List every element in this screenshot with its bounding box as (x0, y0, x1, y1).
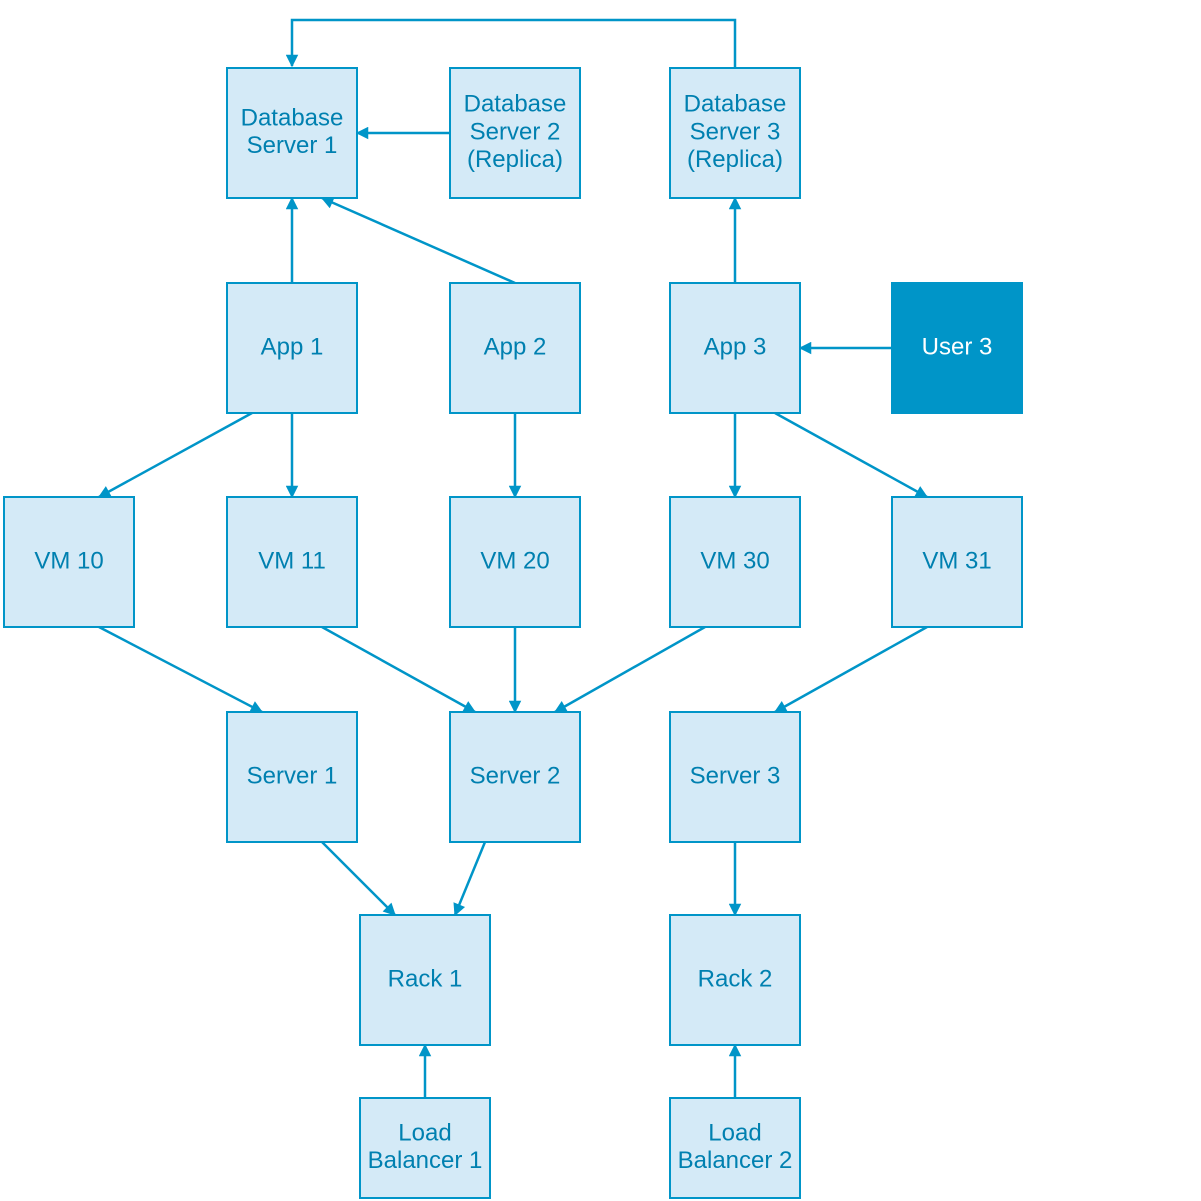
node-label-vm11-0: VM 11 (258, 547, 326, 574)
edge-srv2-rack1 (455, 842, 485, 915)
node-db2: DatabaseServer 2(Replica) (450, 68, 580, 198)
node-rack1: Rack 1 (360, 915, 490, 1045)
edge-vm11-srv2 (322, 627, 475, 712)
node-user3: User 3 (892, 283, 1022, 413)
node-label-lb1-0: Load (398, 1120, 451, 1147)
node-lb2: LoadBalancer 2 (670, 1098, 800, 1198)
node-label-db1-1: Server 1 (247, 132, 338, 159)
node-label-user3-0: User 3 (922, 333, 993, 360)
node-label-lb1-1: Balancer 1 (368, 1147, 483, 1174)
node-label-lb2-1: Balancer 2 (678, 1147, 793, 1174)
node-vm30: VM 30 (670, 497, 800, 627)
edge-app3-vm31 (775, 413, 927, 497)
node-lb1: LoadBalancer 1 (360, 1098, 490, 1198)
node-vm11: VM 11 (227, 497, 357, 627)
edge-srv1-rack1 (322, 842, 395, 915)
edge-vm10-srv1 (99, 627, 262, 712)
node-app2: App 2 (450, 283, 580, 413)
edge-app2-db1 (322, 198, 515, 283)
node-vm31: VM 31 (892, 497, 1022, 627)
node-db3: DatabaseServer 3(Replica) (670, 68, 800, 198)
node-label-app1-0: App 1 (261, 333, 324, 360)
node-label-lb2-0: Load (708, 1120, 761, 1147)
edge-special-db1 (292, 20, 735, 68)
architecture-diagram: DatabaseServer 1DatabaseServer 2(Replica… (0, 0, 1201, 1201)
node-srv2: Server 2 (450, 712, 580, 842)
node-db1: DatabaseServer 1 (227, 68, 357, 198)
node-label-app3-0: App 3 (704, 333, 767, 360)
node-label-rack1-0: Rack 1 (388, 965, 463, 992)
node-app3: App 3 (670, 283, 800, 413)
node-label-db3-1: Server 3 (690, 118, 781, 145)
node-label-vm30-0: VM 30 (700, 547, 769, 574)
node-label-vm31-0: VM 31 (922, 547, 991, 574)
node-label-db3-0: Database (684, 91, 787, 118)
node-label-db2-0: Database (464, 91, 567, 118)
node-label-app2-0: App 2 (484, 333, 547, 360)
node-label-db3-2: (Replica) (687, 146, 783, 173)
node-rack2: Rack 2 (670, 915, 800, 1045)
node-label-db1-0: Database (241, 105, 344, 132)
node-label-srv3-0: Server 3 (690, 762, 781, 789)
node-label-vm20-0: VM 20 (480, 547, 549, 574)
nodes-layer: DatabaseServer 1DatabaseServer 2(Replica… (4, 68, 1022, 1198)
node-label-rack2-0: Rack 2 (698, 965, 773, 992)
edge-app1-vm10 (99, 413, 252, 497)
edge-vm30-srv2 (555, 627, 705, 712)
edge-vm31-srv3 (775, 627, 927, 712)
node-label-db2-1: Server 2 (470, 118, 561, 145)
node-label-srv1-0: Server 1 (247, 762, 338, 789)
node-vm20: VM 20 (450, 497, 580, 627)
node-label-db2-2: (Replica) (467, 146, 563, 173)
node-app1: App 1 (227, 283, 357, 413)
node-vm10: VM 10 (4, 497, 134, 627)
node-label-srv2-0: Server 2 (470, 762, 561, 789)
node-srv1: Server 1 (227, 712, 357, 842)
node-srv3: Server 3 (670, 712, 800, 842)
node-label-vm10-0: VM 10 (34, 547, 103, 574)
